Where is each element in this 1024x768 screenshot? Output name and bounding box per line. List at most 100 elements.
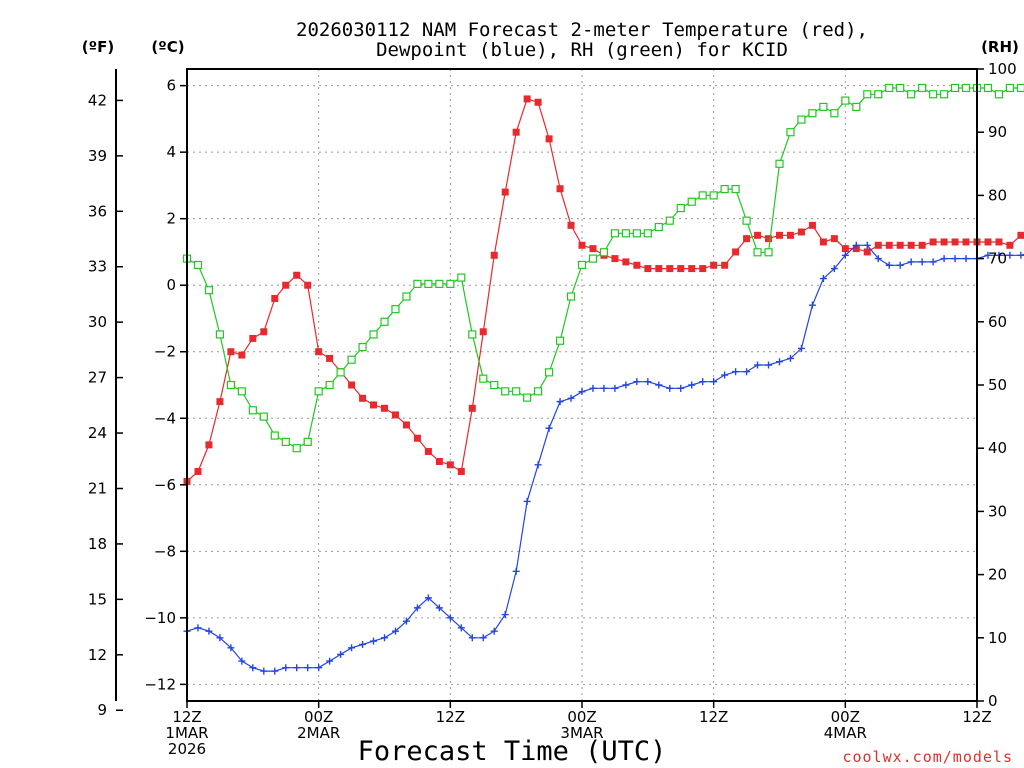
celsius-tick-label: −8 — [154, 542, 176, 560]
relative_humidity-point — [1005, 83, 1015, 93]
dewpoint-series — [183, 241, 1024, 675]
temperature-point — [227, 348, 235, 356]
relative_humidity-point — [863, 90, 872, 99]
temperature-point — [918, 241, 926, 249]
temperature-point — [1017, 231, 1024, 239]
relative_humidity-point — [632, 229, 641, 238]
temperature-point — [907, 241, 915, 249]
relative_humidity-point — [786, 128, 795, 137]
dewpoint-point — [819, 275, 827, 283]
temperature-point — [216, 398, 224, 406]
temperature-point — [457, 467, 465, 475]
dewpoint-point — [688, 381, 696, 389]
temperature-point — [885, 241, 893, 249]
relative_humidity-point — [819, 102, 828, 112]
temperature-point — [435, 458, 443, 466]
relative_humidity-point — [566, 292, 576, 301]
temperature-point — [797, 228, 805, 236]
relative_humidity-point — [347, 355, 356, 364]
dewpoint-point — [326, 657, 334, 665]
relative_humidity-point — [939, 90, 949, 99]
relative_humidity-point — [215, 330, 225, 339]
rh-tick-label: 100 — [988, 60, 1017, 78]
temperature-point — [699, 265, 707, 273]
relative_humidity-point — [950, 83, 960, 93]
temperature-point — [402, 421, 410, 429]
temperature-point — [545, 135, 553, 143]
relative_humidity-point — [259, 412, 268, 421]
temperature-point — [370, 401, 378, 409]
relative_humidity-point — [512, 387, 521, 396]
temperature-point — [786, 231, 794, 239]
chart-title-line2: Dewpoint (blue), RH (green) for KCID — [376, 39, 788, 61]
temperature-point — [896, 241, 904, 249]
temperature-point — [655, 265, 663, 273]
temperature-point — [556, 185, 564, 193]
dewpoint-point — [907, 258, 915, 266]
temperature-point — [721, 261, 729, 269]
temperature-point — [633, 261, 641, 269]
temperature-point — [940, 238, 948, 246]
relative_humidity-point — [885, 83, 894, 93]
relative_humidity-point — [369, 330, 378, 339]
dewpoint-point — [315, 664, 323, 672]
relative_humidity-point — [193, 260, 203, 270]
dewpoint-point — [633, 378, 641, 386]
dewpoint-point — [337, 650, 345, 658]
dewpoint-point — [304, 664, 312, 672]
temperature-point — [951, 238, 959, 246]
temperature-point — [512, 128, 520, 136]
fahrenheit-tick-label: 42 — [88, 91, 107, 109]
relative_humidity-point — [424, 279, 433, 288]
dewpoint-point — [962, 255, 970, 263]
temperature-line — [186, 98, 1024, 482]
temperature-point — [984, 238, 992, 246]
temperature-point — [359, 394, 367, 402]
relative_humidity-point — [841, 96, 850, 105]
temperature-point — [238, 351, 246, 359]
source-credit: coolwx.com/models — [842, 748, 1013, 766]
relative_humidity-point — [391, 305, 400, 314]
relative_humidity-point — [577, 260, 587, 270]
dewpoint-point — [249, 664, 257, 672]
dewpoint-point — [874, 255, 882, 263]
chart-labels: 2026030112 NAM Forecast 2-meter Temperat… — [82, 19, 1019, 767]
dewpoint-point — [457, 624, 465, 632]
rh-tick-label: 90 — [988, 123, 1007, 141]
temperature-point — [315, 348, 323, 356]
dewpoint-point — [293, 664, 301, 672]
dewpoint-point — [348, 644, 356, 652]
temperature-point — [468, 404, 476, 412]
dewpoint-point — [732, 368, 740, 376]
dewpoint-point — [567, 394, 575, 402]
relative_humidity-point — [698, 191, 707, 200]
fahrenheit-tick-label: 9 — [97, 701, 107, 719]
temperature-point — [249, 334, 257, 342]
rh-tick-label: 50 — [988, 376, 1007, 394]
celsius-tick-label: 6 — [166, 77, 176, 95]
fahrenheit-tick-label: 33 — [88, 258, 107, 276]
rh-tick-label: 80 — [988, 186, 1007, 204]
temperature-point — [381, 404, 388, 412]
temperature-point — [830, 235, 838, 243]
relative_humidity-point — [544, 368, 554, 377]
fahrenheit-axis-unit: (ºF) — [82, 38, 114, 56]
dewpoint-point — [611, 384, 619, 392]
dewpoint-point — [370, 637, 378, 645]
temperature-point — [293, 271, 301, 279]
fahrenheit-tick-label: 15 — [88, 590, 107, 608]
dewpoint-point — [402, 617, 410, 625]
dewpoint-point — [194, 624, 202, 632]
temperature-series — [183, 95, 1024, 485]
relative_humidity-point — [654, 222, 663, 232]
relative_humidity-point — [226, 380, 235, 390]
temperature-point — [282, 281, 290, 289]
temperature-point — [391, 411, 399, 419]
dewpoint-point — [940, 255, 948, 263]
temperature-point — [808, 221, 816, 229]
relative_humidity-point — [764, 248, 773, 257]
relative_humidity-point — [303, 437, 312, 446]
temperature-point — [666, 265, 674, 273]
relative_humidity-point — [380, 317, 389, 326]
temperature-point — [413, 434, 421, 442]
